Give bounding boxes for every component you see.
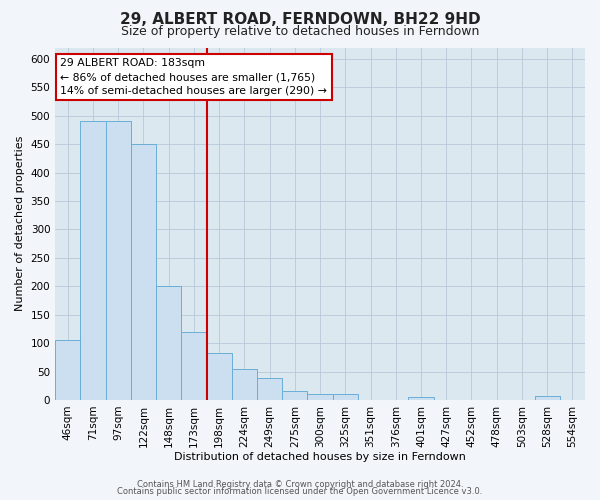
Bar bbox=[307, 394, 332, 400]
Bar bbox=[409, 397, 434, 400]
Bar bbox=[131, 144, 156, 400]
Bar bbox=[55, 340, 80, 400]
Text: 29 ALBERT ROAD: 183sqm
← 86% of detached houses are smaller (1,765)
14% of semi-: 29 ALBERT ROAD: 183sqm ← 86% of detached… bbox=[61, 58, 328, 96]
Bar bbox=[332, 394, 358, 400]
Text: Contains HM Land Registry data © Crown copyright and database right 2024.: Contains HM Land Registry data © Crown c… bbox=[137, 480, 463, 489]
Text: Contains public sector information licensed under the Open Government Licence v3: Contains public sector information licen… bbox=[118, 487, 482, 496]
Bar bbox=[282, 392, 307, 400]
Bar bbox=[257, 378, 282, 400]
Bar bbox=[80, 122, 106, 400]
Bar bbox=[206, 354, 232, 400]
Bar bbox=[232, 368, 257, 400]
X-axis label: Distribution of detached houses by size in Ferndown: Distribution of detached houses by size … bbox=[174, 452, 466, 462]
Text: Size of property relative to detached houses in Ferndown: Size of property relative to detached ho… bbox=[121, 25, 479, 38]
Y-axis label: Number of detached properties: Number of detached properties bbox=[15, 136, 25, 312]
Bar bbox=[106, 122, 131, 400]
Text: 29, ALBERT ROAD, FERNDOWN, BH22 9HD: 29, ALBERT ROAD, FERNDOWN, BH22 9HD bbox=[119, 12, 481, 28]
Bar bbox=[181, 332, 206, 400]
Bar bbox=[156, 286, 181, 400]
Bar bbox=[535, 396, 560, 400]
